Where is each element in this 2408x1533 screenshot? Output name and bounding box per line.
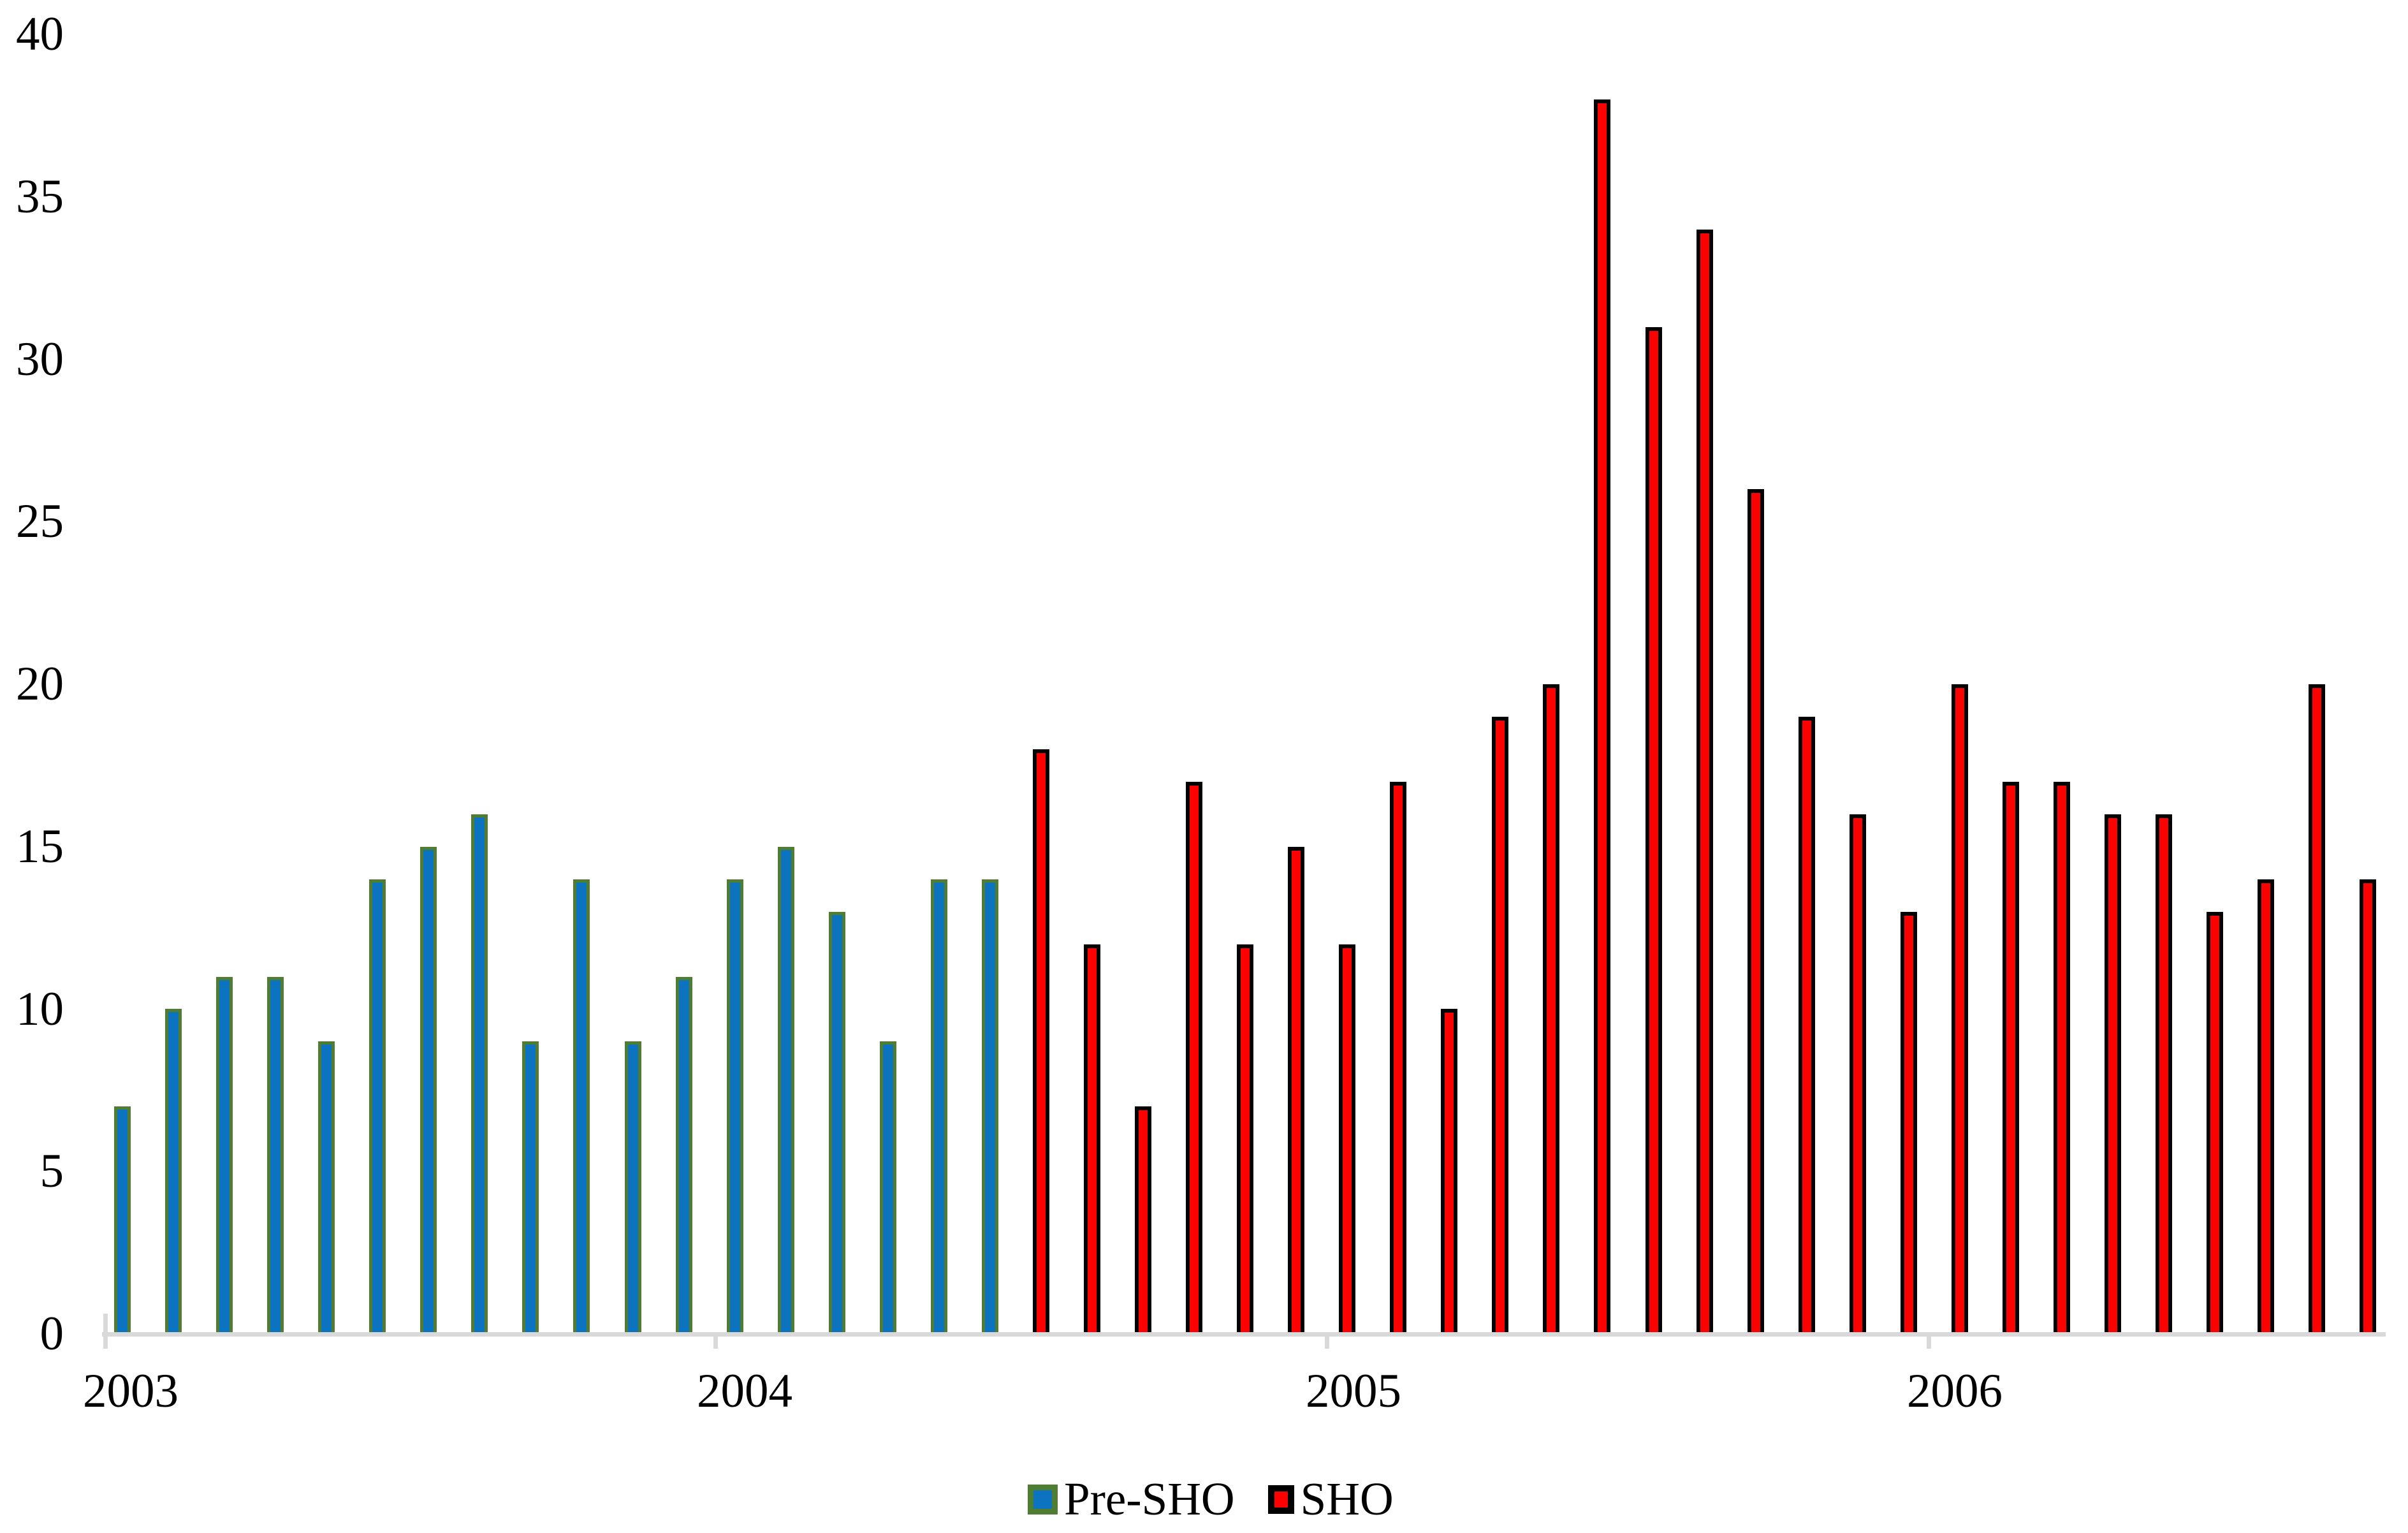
bar-sho	[1952, 684, 1968, 1334]
bar-pre-sho	[471, 814, 488, 1334]
bar-sho	[1594, 99, 1610, 1334]
bar-sho	[2258, 879, 2274, 1334]
y-axis-tick-label: 25	[16, 495, 64, 548]
bar-pre-sho	[522, 1041, 539, 1334]
x-axis-year-label: 2006	[1907, 1365, 2003, 1418]
bar-pre-sho	[829, 912, 845, 1334]
bar-sho	[2054, 782, 2070, 1334]
bar-pre-sho	[880, 1041, 896, 1334]
bar-pre-sho	[165, 1009, 182, 1334]
legend-item-sho: SHO	[1267, 1473, 1394, 1525]
bar-sho	[1390, 782, 1406, 1334]
x-axis-tick	[103, 1314, 108, 1349]
bar-sho	[1033, 749, 1049, 1334]
bar-sho	[1135, 1106, 1151, 1334]
bar-sho	[1697, 230, 1713, 1334]
bar-pre-sho	[727, 879, 743, 1334]
x-axis-tick	[713, 1337, 718, 1349]
bar-pre-sho	[216, 977, 233, 1334]
x-axis-tick	[1927, 1337, 1931, 1349]
bar-sho	[2156, 814, 2172, 1334]
bar-sho	[1492, 717, 1508, 1334]
y-axis-tick-label: 5	[40, 1145, 64, 1198]
bar-sho	[1850, 814, 1866, 1334]
bar-sho	[1748, 489, 1764, 1334]
legend-label: SHO	[1300, 1473, 1394, 1525]
bar-sho	[1186, 782, 1202, 1334]
legend: Pre-SHO SHO	[1028, 1474, 1394, 1524]
bar-sho	[2360, 879, 2376, 1334]
bar-pre-sho	[676, 977, 692, 1334]
bar-sho	[2105, 814, 2121, 1334]
bar-sho	[2207, 912, 2223, 1334]
bar-pre-sho	[114, 1106, 131, 1334]
y-axis-tick-label: 10	[16, 983, 64, 1036]
y-axis-tick-label: 35	[16, 170, 64, 223]
legend-swatch-icon	[1028, 1484, 1058, 1515]
bar-sho	[2309, 684, 2325, 1334]
bar-pre-sho	[625, 1041, 641, 1334]
x-axis-line	[102, 1332, 2386, 1337]
y-axis-tick-label: 20	[16, 657, 64, 710]
bar-sho	[1339, 944, 1355, 1334]
bar-sho	[1901, 912, 1917, 1334]
y-axis-tick-label: 40	[16, 8, 64, 61]
legend-item-pre-sho: Pre-SHO	[1028, 1474, 1235, 1524]
bar-pre-sho	[318, 1041, 335, 1334]
bar-sho	[1288, 847, 1304, 1334]
bar-pre-sho	[982, 879, 998, 1334]
bar-pre-sho	[420, 847, 437, 1334]
bar-pre-sho	[573, 879, 590, 1334]
bar-sho	[1441, 1009, 1457, 1334]
legend-swatch-icon	[1267, 1485, 1294, 1514]
bar-pre-sho	[778, 847, 794, 1334]
bar-sho	[1084, 944, 1100, 1334]
bar-sho	[1799, 717, 1815, 1334]
bar-pre-sho	[267, 977, 284, 1334]
bar-sho	[2003, 782, 2019, 1334]
bar-pre-sho	[931, 879, 947, 1334]
x-axis-year-label: 2003	[83, 1365, 179, 1418]
y-axis-tick-label: 30	[16, 333, 64, 386]
x-axis-year-label: 2004	[697, 1365, 792, 1418]
x-axis-year-label: 2005	[1306, 1365, 1401, 1418]
y-axis-tick-label: 15	[16, 820, 64, 873]
bar-pre-sho	[369, 879, 386, 1334]
bar-sho	[1543, 684, 1559, 1334]
bar-sho	[1237, 944, 1253, 1334]
bar-sho	[1645, 327, 1662, 1334]
legend-label: Pre-SHO	[1064, 1473, 1235, 1525]
x-axis-tick	[1325, 1337, 1329, 1349]
y-axis-tick-label: 0	[40, 1307, 64, 1360]
